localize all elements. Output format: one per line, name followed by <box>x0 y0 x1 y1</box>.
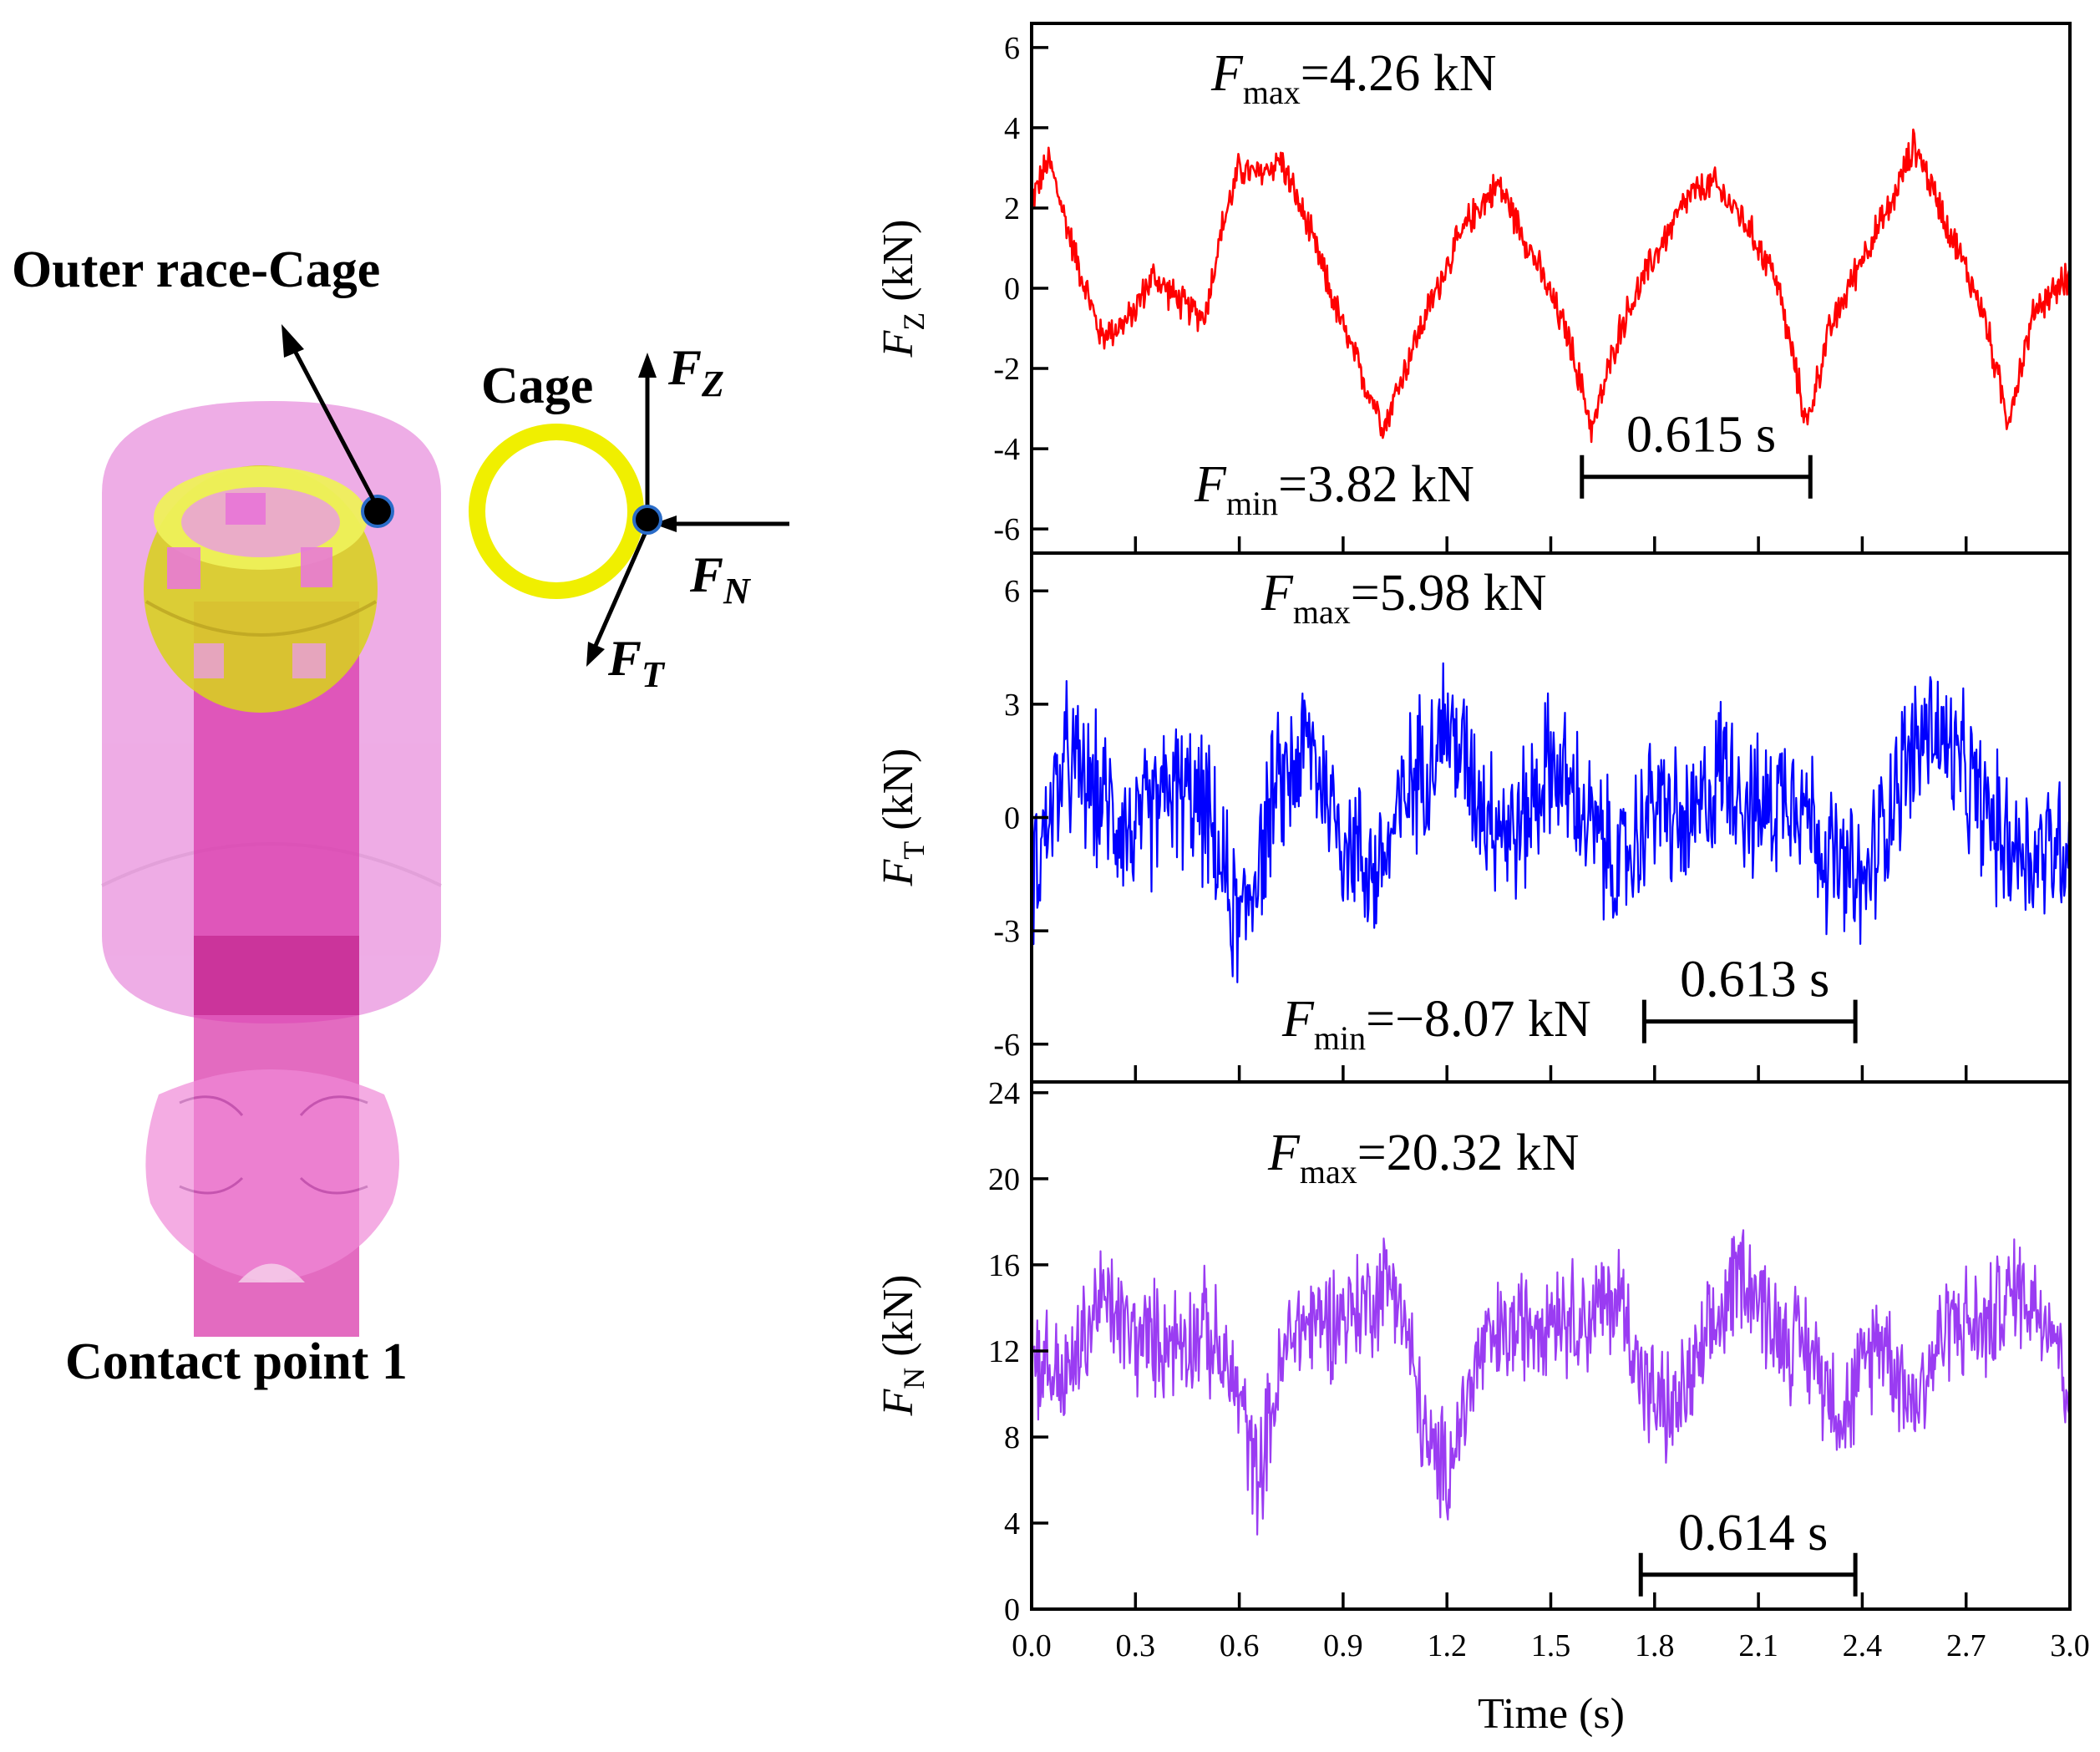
force-t-arrow <box>586 526 650 667</box>
y-tick-label-2-2: 8 <box>1004 1420 1020 1455</box>
max-annotation-2: Fmax=20.32 kN <box>1267 1125 1580 1191</box>
x-tick-label-0: 0.0 <box>1012 1628 1052 1663</box>
x-tick-label-8: 2.4 <box>1843 1628 1883 1663</box>
period-label-1: 0.613 s <box>1680 952 1829 1008</box>
period-bracket-0 <box>1580 455 1813 499</box>
series-line-1 <box>1030 662 2072 983</box>
y-tick-label-2-0: 0 <box>1004 1592 1020 1628</box>
cage-label: Cage <box>481 358 593 414</box>
outer-race-label: Outer race-Cage <box>12 241 380 298</box>
y-tick-label-2-5: 20 <box>988 1162 1020 1197</box>
min-annotation-0: Fmin=3.82 kN <box>1194 456 1474 522</box>
y-tick-label-2-3: 12 <box>988 1334 1020 1369</box>
x-tick-label-10: 3.0 <box>2050 1628 2090 1663</box>
force-z-arrow <box>638 353 657 520</box>
y-axis-label-0: FZ (kN) <box>875 220 931 358</box>
max-annotation-1: Fmax=5.98 kN <box>1261 565 1547 631</box>
bottom-element <box>145 1069 399 1282</box>
period-label-2: 0.614 s <box>1678 1505 1828 1562</box>
y-tick-label-2-4: 16 <box>988 1248 1020 1283</box>
y-tick-label-0-0: -6 <box>993 512 1020 547</box>
x-tick-label-9: 2.7 <box>1946 1628 1986 1663</box>
outer-race-arrow <box>282 324 377 503</box>
contact-point-label: Contact point 1 <box>65 1333 408 1390</box>
period-label-0: 0.615 s <box>1626 407 1776 464</box>
chart-panel-1: -6 -3 0 3 6 FT (kN) Fmax=5.98 kN Fmin=−8.07 kN 0… <box>875 551 2072 1084</box>
period-bracket-2 <box>1638 1552 1858 1597</box>
x-tick-label-3: 0.9 <box>1323 1628 1363 1663</box>
period-bracket-1 <box>1641 999 1858 1044</box>
cage-ring <box>469 424 644 599</box>
y-tick-label-2-6: 24 <box>988 1076 1020 1111</box>
force-t-label: FT <box>607 631 666 695</box>
contact-dot <box>361 495 394 528</box>
x-tick-label-6: 1.8 <box>1635 1628 1675 1663</box>
chart-panel-0: -6 -4 -2 0 2 4 6 FZ (kN) Fmax=4.26 kN Fmin=3.82 k… <box>875 22 2072 555</box>
y-tick-label-1-0: -6 <box>993 1028 1020 1063</box>
y-tick-label-0-3: 0 <box>1004 272 1020 307</box>
force-n-label: FN <box>689 547 752 612</box>
y-tick-label-0-2: -2 <box>993 352 1020 387</box>
y-tick-label-1-4: 6 <box>1004 574 1020 609</box>
y-tick-label-1-3: 3 <box>1004 688 1020 723</box>
series-line-0 <box>1030 128 2072 444</box>
y-tick-label-1-1: -3 <box>993 914 1020 949</box>
x-axis-label: Time (s) <box>1478 1690 1625 1738</box>
force-origin-dot <box>632 505 662 535</box>
y-tick-label-2-1: 4 <box>1004 1506 1020 1541</box>
min-annotation-1: Fmin=−8.07 kN <box>1281 991 1591 1057</box>
bearing-diagram: Outer race-Cage Contact point 1 Cage FZ … <box>12 241 789 1390</box>
y-tick-label-1-2: 0 <box>1004 801 1020 836</box>
cage-ball <box>144 465 378 713</box>
x-tick-label-4: 1.2 <box>1427 1628 1467 1663</box>
x-tick-label-1: 0.3 <box>1116 1628 1156 1663</box>
series-line-2 <box>1030 1229 2072 1536</box>
chart-panel-2: 0 4 8 12 16 20 24 FN (kN) Fmax=20.32 kN 0.614 s <box>875 1076 2072 1628</box>
force-n-arrow <box>653 515 789 532</box>
x-tick-label-2: 0.6 <box>1220 1628 1260 1663</box>
y-axis-label-2: FN (kN) <box>875 1275 931 1417</box>
y-tick-label-0-4: 2 <box>1004 191 1020 226</box>
y-axis-label-1: FT (kN) <box>875 749 931 887</box>
y-tick-label-0-5: 4 <box>1004 111 1020 146</box>
y-tick-label-0-1: -4 <box>993 432 1020 467</box>
force-z-label: FZ <box>667 340 724 404</box>
x-tick-label-7: 2.1 <box>1738 1628 1778 1663</box>
x-tick-label-5: 1.5 <box>1531 1628 1571 1663</box>
max-annotation-0: Fmax=4.26 kN <box>1210 45 1497 111</box>
y-tick-label-0-6: 6 <box>1004 31 1020 66</box>
